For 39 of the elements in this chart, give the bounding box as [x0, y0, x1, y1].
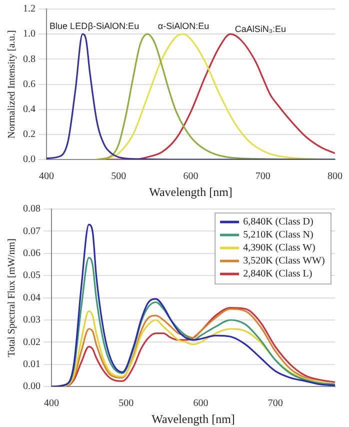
x-tick-label: 700 — [255, 171, 270, 182]
legend-label: 6,840K (Class D) — [243, 216, 314, 228]
y-axis-title: Total Spectral Flux [mW/nm] — [6, 238, 18, 358]
y-tick-label: 0.0 — [23, 154, 36, 166]
y-tick-label: 0.8 — [23, 54, 36, 65]
y-tick-label: 0.01 — [23, 359, 40, 370]
x-axis-title: Wavelength [nm] — [149, 184, 232, 199]
x-tick-label: 500 — [118, 398, 134, 410]
legend-label: 2,840K (Class L) — [243, 268, 312, 280]
y-tick-label: 0.06 — [23, 248, 40, 260]
y-tick-label: 1.0 — [23, 28, 36, 40]
x-tick-label: 800 — [328, 171, 342, 182]
y-tick-label: 0.6 — [23, 78, 36, 90]
y-tick-label: 1.2 — [23, 4, 36, 15]
legend-label: 3,520K (Class WW) — [243, 256, 325, 267]
series-label: β-SiAlON:Eu — [88, 21, 140, 32]
y-tick-label: 0.07 — [23, 226, 40, 237]
y-tick-label: 0.05 — [23, 270, 40, 282]
x-axis-title: Wavelength [nm] — [152, 412, 235, 426]
x-tick-label: 600 — [193, 398, 208, 410]
line-series — [96, 33, 335, 160]
y-tick-label: 0.08 — [23, 204, 40, 215]
legend-label: 5,210K (Class N) — [243, 230, 314, 241]
series-label: α-SiAlON:Eu — [158, 21, 210, 32]
y-tick-label: 0.2 — [23, 129, 36, 140]
legend-label: 4,390K (Class W) — [243, 242, 316, 254]
series-label: Blue LED — [50, 21, 88, 32]
y-tick-label: 0.04 — [23, 292, 40, 304]
x-tick-label: 700 — [268, 398, 283, 410]
series-label: CaAlSiN₃:Eu — [234, 24, 286, 34]
x-tick-label: 500 — [111, 171, 126, 182]
y-axis-title: Normalized Intensity [a.u.] — [6, 30, 18, 138]
y-tick-label: 0.02 — [23, 336, 40, 348]
y-tick-label: 0.03 — [23, 314, 40, 326]
x-tick-label: 400 — [39, 171, 54, 182]
x-tick-label: 600 — [183, 171, 198, 182]
y-tick-label: 0.4 — [23, 104, 36, 116]
x-tick-label: 400 — [44, 398, 59, 410]
y-tick-label: 0.00 — [23, 381, 40, 392]
